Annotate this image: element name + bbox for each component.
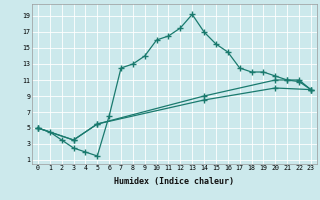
X-axis label: Humidex (Indice chaleur): Humidex (Indice chaleur) (115, 177, 234, 186)
